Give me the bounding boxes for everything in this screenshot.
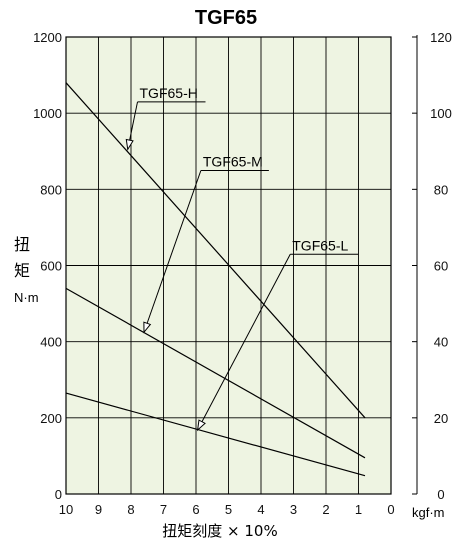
y-tick-label: 400 bbox=[40, 335, 62, 350]
y2-tick-label: 120 bbox=[430, 30, 452, 45]
y-axis-label-char-2: 矩 bbox=[14, 261, 30, 280]
y2-tick-label: 60 bbox=[434, 259, 448, 274]
y2-axis-unit: kgf·m bbox=[412, 505, 445, 520]
plot-frame bbox=[65, 36, 392, 495]
y-axis-unit: N·m bbox=[14, 290, 39, 305]
x-tick-label: 7 bbox=[160, 502, 167, 517]
axes: 10 9 8 7 6 5 4 3 2 1 00200400600800100012000204060… bbox=[33, 30, 452, 517]
x-tick-label: 3 bbox=[290, 502, 297, 517]
callout-leader bbox=[197, 254, 291, 431]
y-tick-label: 1000 bbox=[33, 106, 62, 121]
x-tick-label: 10 bbox=[59, 502, 73, 517]
series-line-tgf65-l bbox=[65, 392, 366, 477]
callout-arrowhead bbox=[125, 138, 134, 151]
y2-tick-label: 0 bbox=[437, 487, 444, 502]
x-tick-label: 8 bbox=[127, 502, 134, 517]
grid-lines bbox=[66, 37, 391, 494]
labels: TGF65-H TGF65-M TGF65-L bbox=[125, 85, 359, 432]
y2-tick-label: 80 bbox=[434, 182, 448, 197]
y-tick-label: 0 bbox=[55, 487, 62, 502]
x-tick-label: 9 bbox=[95, 502, 102, 517]
x-axis-label: 扭矩刻度 × 10% bbox=[162, 522, 277, 540]
callout-leader bbox=[143, 170, 202, 333]
x-tick-label: 2 bbox=[322, 502, 329, 517]
x-tick-label: 0 bbox=[387, 502, 394, 517]
chart-title: TGF65 bbox=[195, 7, 257, 29]
series-line-tgf65-h bbox=[65, 82, 366, 419]
y-tick-label: 200 bbox=[40, 411, 62, 426]
x-tick-label: 4 bbox=[257, 502, 264, 517]
y2-tick-label: 20 bbox=[434, 411, 448, 426]
x-tick-label: 6 bbox=[192, 502, 199, 517]
series-label-tgf65-h: TGF65-H bbox=[140, 85, 198, 101]
series-lines bbox=[65, 82, 366, 477]
series-line-tgf65-m bbox=[65, 287, 366, 459]
series-label-tgf65-l: TGF65-L bbox=[292, 237, 348, 253]
series-label-tgf65-m: TGF65-M bbox=[203, 153, 263, 169]
x-tick-label: 5 bbox=[225, 502, 232, 517]
y-tick-label: 1200 bbox=[33, 30, 62, 45]
y2-tick-label: 100 bbox=[430, 106, 452, 121]
y-axis-label-char-1: 扭 bbox=[14, 235, 30, 254]
x-tick-label: 1 bbox=[355, 502, 362, 517]
callout-arrowhead bbox=[143, 321, 152, 334]
y-tick-label: 600 bbox=[40, 259, 62, 274]
callout-arrowhead bbox=[196, 419, 206, 432]
y-tick-label: 800 bbox=[40, 182, 62, 197]
y2-tick-label: 40 bbox=[434, 335, 448, 350]
